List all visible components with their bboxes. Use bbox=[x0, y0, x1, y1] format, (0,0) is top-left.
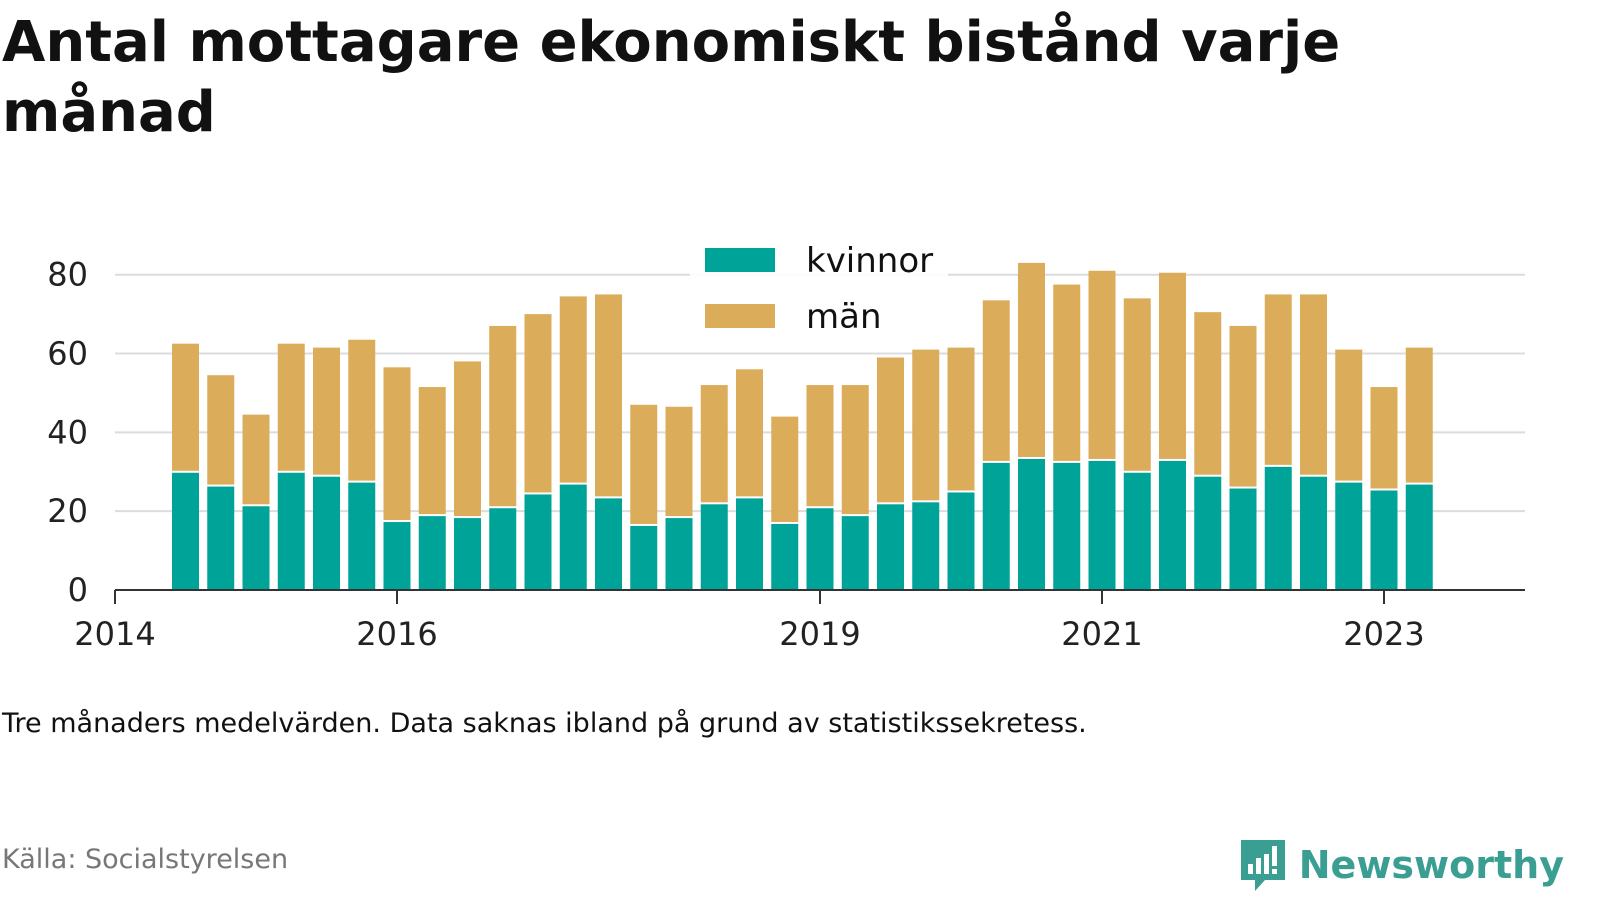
bar-man bbox=[1088, 270, 1116, 459]
bar-kvinnor bbox=[982, 462, 1010, 590]
x-tick-label: 2021 bbox=[1061, 615, 1142, 653]
bar-man bbox=[524, 314, 552, 493]
bar-man bbox=[277, 343, 305, 471]
bar-kvinnor bbox=[207, 486, 235, 590]
y-tick-label: 60 bbox=[47, 335, 88, 373]
bar-kvinnor bbox=[489, 508, 517, 590]
bar-kvinnor bbox=[595, 498, 622, 590]
source-note: Källa: Socialstyrelsen bbox=[2, 844, 289, 875]
bar-man bbox=[489, 325, 517, 507]
bars bbox=[172, 262, 1433, 590]
bar-kvinnor bbox=[1264, 466, 1292, 590]
bar-man bbox=[912, 349, 940, 501]
legend-label: män bbox=[806, 297, 882, 337]
legend: kvinnor män bbox=[690, 238, 948, 346]
bar-man bbox=[1018, 262, 1045, 457]
bar-kvinnor bbox=[383, 522, 411, 590]
bar-kvinnor bbox=[877, 504, 904, 590]
bar-kvinnor bbox=[242, 506, 270, 590]
bar-kvinnor bbox=[1123, 472, 1151, 590]
bar-kvinnor bbox=[313, 476, 340, 590]
bar-kvinnor bbox=[348, 482, 376, 590]
legend-swatch-man bbox=[705, 304, 775, 328]
bar-man bbox=[595, 294, 622, 497]
bar-man bbox=[1194, 312, 1222, 475]
x-tick-label: 2014 bbox=[74, 615, 155, 653]
bar-kvinnor bbox=[559, 484, 587, 590]
bar-man bbox=[454, 361, 481, 517]
bar-man bbox=[736, 369, 763, 497]
bar-man bbox=[172, 343, 199, 471]
bar-man bbox=[947, 347, 975, 491]
bar-kvinnor bbox=[524, 494, 552, 590]
bar-man bbox=[313, 347, 340, 475]
bar-man bbox=[383, 367, 411, 521]
bar-man bbox=[841, 385, 869, 515]
bar-kvinnor bbox=[665, 518, 693, 590]
bar-kvinnor bbox=[1194, 476, 1222, 590]
bar-kvinnor bbox=[700, 504, 728, 590]
bar-man bbox=[1159, 272, 1186, 459]
bar-kvinnor bbox=[806, 508, 834, 590]
x-tick-label: 2019 bbox=[779, 615, 860, 653]
bar-man bbox=[418, 387, 446, 515]
bar-man bbox=[1335, 349, 1363, 481]
bar-man bbox=[242, 414, 270, 505]
bar-man bbox=[806, 385, 834, 507]
bar-man bbox=[1264, 294, 1292, 465]
y-tick-label: 40 bbox=[47, 413, 88, 451]
chart-caption: Tre månaders medelvärden. Data saknas ib… bbox=[2, 708, 1087, 739]
bar-man bbox=[207, 375, 235, 485]
bar-kvinnor bbox=[771, 524, 799, 590]
bar-kvinnor bbox=[454, 518, 481, 590]
bar-kvinnor bbox=[1229, 488, 1257, 590]
bar-man bbox=[630, 404, 658, 524]
stacked-bar-chart: 0 20 40 60 80 2014 2016 2019 2021 2023 kvinnor män bbox=[47, 238, 1525, 653]
bar-kvinnor bbox=[1088, 460, 1116, 590]
bar-kvinnor bbox=[418, 516, 446, 590]
brand-name: Newsworthy bbox=[1298, 843, 1564, 887]
bar-kvinnor bbox=[1018, 458, 1045, 590]
bar-man bbox=[700, 385, 728, 503]
brand-logo: Newsworthy bbox=[1237, 836, 1564, 894]
bar-man bbox=[1370, 387, 1398, 489]
bar-man bbox=[1229, 325, 1257, 487]
bar-man bbox=[982, 300, 1010, 461]
bar-kvinnor bbox=[1370, 490, 1398, 590]
y-tick-label: 20 bbox=[47, 492, 88, 530]
bar-man bbox=[665, 406, 693, 517]
bar-kvinnor bbox=[1405, 484, 1433, 590]
bar-kvinnor bbox=[1335, 482, 1363, 590]
x-tick-label: 2016 bbox=[356, 615, 437, 653]
bar-kvinnor bbox=[912, 502, 940, 590]
newsworthy-logo-icon bbox=[1240, 840, 1285, 891]
y-tick-label: 80 bbox=[47, 256, 88, 294]
legend-swatch-kvinnor bbox=[705, 248, 775, 272]
axes: 0 20 40 60 80 2014 2016 2019 2021 2023 bbox=[47, 256, 1525, 653]
y-tick-label: 0 bbox=[68, 571, 88, 609]
bar-man bbox=[1053, 284, 1081, 461]
bar-man bbox=[771, 416, 799, 522]
chart-title: Antal mottagare ekonomiskt bistånd varje… bbox=[2, 10, 1341, 145]
bar-man bbox=[1300, 294, 1327, 475]
bar-man bbox=[559, 296, 587, 483]
bar-kvinnor bbox=[277, 472, 305, 590]
bar-kvinnor bbox=[841, 516, 869, 590]
bar-man bbox=[877, 357, 904, 503]
bar-kvinnor bbox=[172, 472, 199, 590]
bar-man bbox=[348, 339, 376, 481]
bar-kvinnor bbox=[1300, 476, 1327, 590]
bar-kvinnor bbox=[947, 492, 975, 590]
legend-label: kvinnor bbox=[806, 241, 933, 281]
bar-kvinnor bbox=[1159, 460, 1186, 590]
bar-man bbox=[1405, 347, 1433, 483]
x-tick-label: 2023 bbox=[1343, 615, 1424, 653]
bar-man bbox=[1123, 298, 1151, 471]
bar-kvinnor bbox=[630, 525, 658, 590]
bar-kvinnor bbox=[1053, 462, 1081, 590]
bar-kvinnor bbox=[736, 498, 763, 590]
